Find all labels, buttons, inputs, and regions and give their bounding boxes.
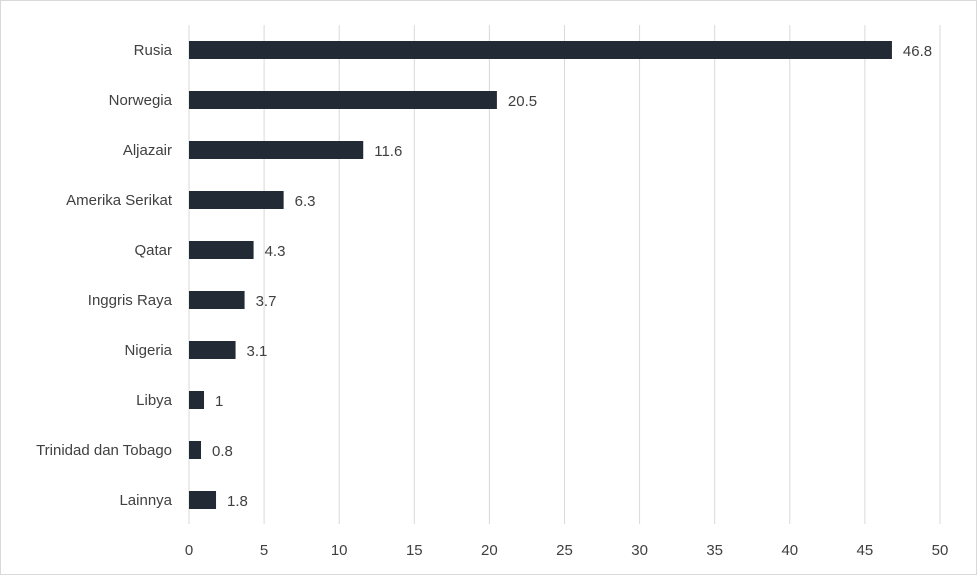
data-label: 0.8 xyxy=(212,443,233,460)
x-tick-label: 25 xyxy=(556,542,573,559)
data-label: 20.5 xyxy=(508,93,537,110)
category-label: Norwegia xyxy=(109,92,173,109)
category-label: Rusia xyxy=(134,42,173,59)
data-label: 3.1 xyxy=(247,343,268,360)
bar xyxy=(189,191,284,209)
x-tick-label: 30 xyxy=(631,542,648,559)
bar xyxy=(189,91,497,109)
data-label: 1.8 xyxy=(227,493,248,510)
category-label: Inggris Raya xyxy=(88,292,173,309)
x-axis-tick-labels: 0 5 10 15 20 25 30 35 40 45 50 xyxy=(185,542,949,559)
category-labels: Rusia Norwegia Aljazair Amerika Serikat Qata… xyxy=(36,42,173,509)
category-label: Aljazair xyxy=(123,142,172,159)
data-label: 6.3 xyxy=(295,193,316,210)
data-label: 1 xyxy=(215,393,223,410)
x-tick-label: 15 xyxy=(406,542,423,559)
bar xyxy=(189,41,892,59)
category-label: Lainnya xyxy=(119,492,172,509)
x-tick-label: 5 xyxy=(260,542,268,559)
data-label: 4.3 xyxy=(265,243,286,260)
data-label: 11.6 xyxy=(374,143,402,160)
x-tick-label: 40 xyxy=(781,542,798,559)
data-label: 46.8 xyxy=(903,43,932,60)
bar xyxy=(189,341,236,359)
category-label: Libya xyxy=(136,392,173,409)
x-tick-label: 50 xyxy=(932,542,949,559)
category-label: Qatar xyxy=(134,242,172,259)
bar xyxy=(189,391,205,409)
x-tick-label: 35 xyxy=(706,542,723,559)
category-label: Nigeria xyxy=(124,342,172,359)
data-label: 3.7 xyxy=(256,293,277,310)
bar xyxy=(189,241,254,259)
x-tick-label: 20 xyxy=(481,542,498,559)
bar xyxy=(189,291,245,309)
x-tick-label: 45 xyxy=(857,542,874,559)
bar xyxy=(189,441,202,459)
bar xyxy=(189,491,217,509)
x-tick-label: 0 xyxy=(185,542,193,559)
category-label: Amerika Serikat xyxy=(66,192,173,209)
data-labels: 46.8 20.5 11.6 6.3 4.3 3.7 3.1 1 0.8 1.8 xyxy=(212,43,932,510)
category-label: Trinidad dan Tobago xyxy=(36,442,172,459)
x-tick-label: 10 xyxy=(331,542,348,559)
bars xyxy=(189,41,892,509)
bar xyxy=(189,141,364,159)
